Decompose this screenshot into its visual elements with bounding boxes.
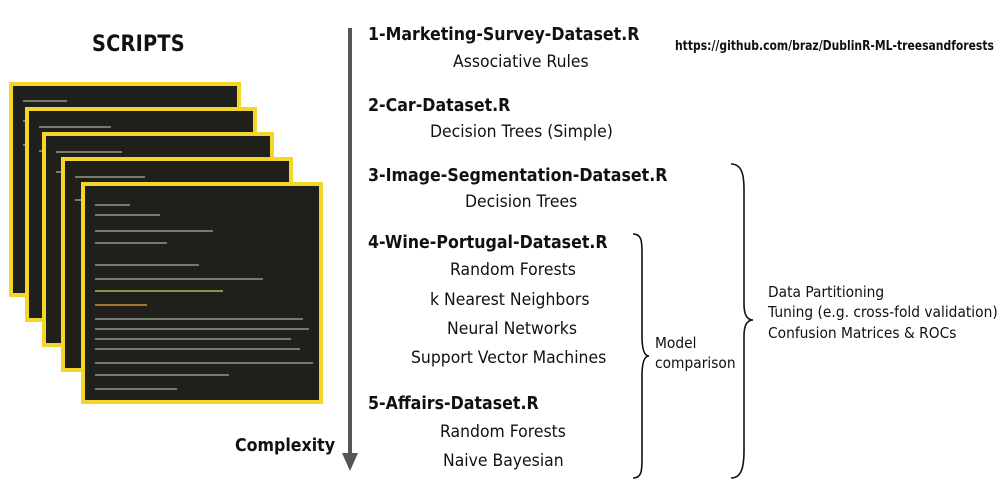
shared-topics: Data Partitioning Tuning (e.g. cross-fol… [768, 282, 998, 343]
method-neural-networks: Neural Networks [447, 319, 578, 339]
method-decision-trees-simple: Decision Trees (Simple) [430, 122, 613, 142]
complexity-arrow [342, 28, 358, 471]
dataset-title-5: 5-Affairs-Dataset.R [368, 393, 539, 414]
code-line [95, 362, 313, 364]
script-stack [0, 0, 340, 410]
topic-tuning: Tuning (e.g. cross-fold validation) [768, 303, 998, 322]
method-associative-rules: Associative Rules [453, 52, 589, 72]
dataset-title-1: 1-Marketing-Survey-Dataset.R [368, 24, 640, 45]
topic-data-partitioning: Data Partitioning [768, 283, 885, 301]
complexity-label: Complexity [235, 435, 336, 456]
code-line [56, 151, 122, 153]
model-comparison-label: Model comparison [655, 333, 736, 374]
code-line [95, 230, 213, 232]
code-line [95, 338, 291, 340]
code-line [95, 374, 229, 376]
code-line [95, 214, 160, 216]
dataset-title-3: 3-Image-Segmentation-Dataset.R [368, 165, 668, 186]
code-line [95, 290, 223, 292]
code-line [95, 318, 303, 320]
code-line [95, 388, 177, 390]
code-line [95, 304, 147, 306]
model-comparison-line-1: Model [655, 334, 697, 352]
script-card-5 [81, 182, 323, 404]
code-line [75, 176, 145, 178]
method-naive-bayesian: Naive Bayesian [443, 451, 564, 471]
method-k-nearest-neighbors: k Nearest Neighbors [430, 290, 590, 310]
code-line [95, 278, 263, 280]
model-comparison-brace [632, 233, 650, 479]
code-line [95, 204, 130, 206]
code-line [39, 126, 111, 128]
dataset-title-4: 4-Wine-Portugal-Dataset.R [368, 232, 608, 253]
code-line [95, 348, 300, 350]
repository-url[interactable]: https://github.com/braz/DublinR-ML-trees… [675, 39, 994, 54]
method-decision-trees: Decision Trees [465, 192, 578, 212]
model-comparison-line-2: comparison [655, 354, 736, 373]
code-line [95, 242, 167, 244]
shared-topics-brace [730, 163, 754, 479]
code-line [95, 328, 309, 330]
topic-confusion-matrices-rocs: Confusion Matrices & ROCs [768, 323, 957, 342]
dataset-title-2: 2-Car-Dataset.R [368, 95, 511, 116]
method-random-forests-affairs: Random Forests [440, 422, 566, 442]
method-random-forests: Random Forests [450, 260, 576, 280]
code-line [23, 100, 67, 102]
scripts-title: SCRIPTS [92, 32, 185, 57]
code-line [95, 264, 199, 266]
method-support-vector-machines: Support Vector Machines [411, 348, 607, 368]
